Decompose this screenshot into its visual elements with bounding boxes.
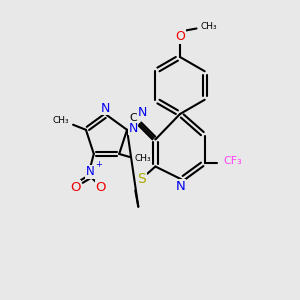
Text: N: N bbox=[128, 122, 138, 135]
Text: N: N bbox=[176, 179, 186, 193]
Text: CF₃: CF₃ bbox=[224, 156, 242, 166]
Text: CH₃: CH₃ bbox=[135, 154, 152, 163]
Text: CH₃: CH₃ bbox=[53, 116, 69, 125]
Text: N: N bbox=[86, 166, 94, 178]
Text: O: O bbox=[175, 30, 185, 43]
Text: C: C bbox=[129, 113, 137, 124]
Text: N: N bbox=[137, 106, 147, 119]
Text: O: O bbox=[95, 181, 106, 194]
Text: S: S bbox=[137, 172, 146, 186]
Text: +: + bbox=[96, 160, 103, 169]
Text: N: N bbox=[100, 102, 110, 115]
Text: O: O bbox=[70, 181, 80, 194]
Text: CH₃: CH₃ bbox=[201, 22, 218, 31]
